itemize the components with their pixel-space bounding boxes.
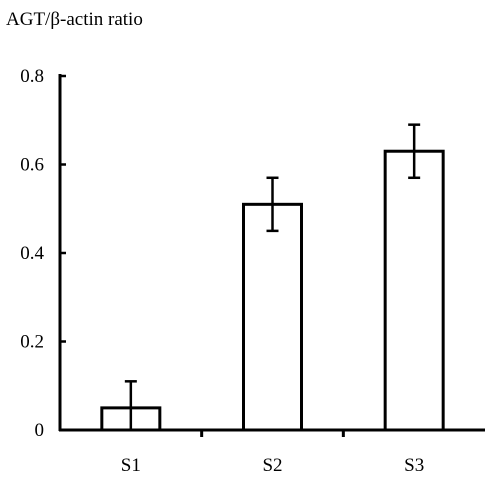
bar-s2 [242,202,303,432]
y-tick-label: 0.6 [20,155,44,176]
y-tick-label: 0.8 [20,66,44,87]
y-tick-label: 0 [35,420,45,441]
y-tick-label: 0.2 [20,332,44,353]
y-ticks: 0 0.2 0.4 0.6 0.8 [20,66,66,441]
bars [100,149,445,432]
x-tick-labels: S1 S2 S3 [121,455,424,476]
y-axis-label: AGT/β-actin ratio [6,9,143,30]
error-bars [124,123,421,430]
x-tick-label-s1: S1 [121,455,141,476]
x-tick-label-s3: S3 [404,455,424,476]
bar-s3 [383,149,445,432]
y-tick-label: 0.4 [20,243,44,264]
x-tick-label-s2: S2 [262,455,282,476]
